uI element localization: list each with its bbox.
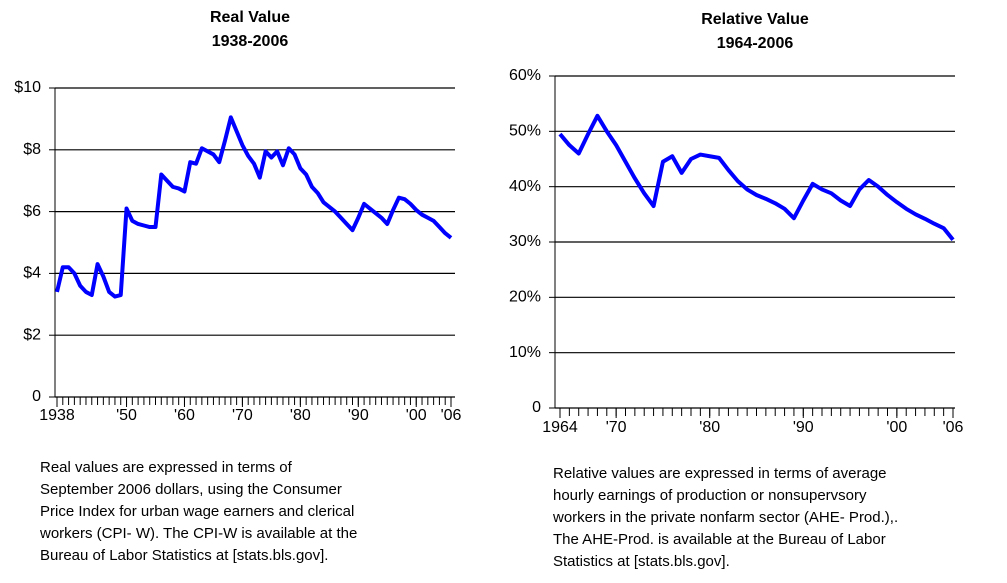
chart-subtitle: 1938-2006 [212, 33, 289, 50]
caption: Price Index for urban wage earners and c… [40, 503, 354, 520]
caption: hourly earnings of production or nonsupe… [553, 487, 867, 504]
x-tick-label: '70 [606, 419, 627, 436]
x-tick-label: '80 [290, 407, 311, 424]
x-tick-label: '50 [116, 407, 137, 424]
y-tick-label: $2 [23, 326, 41, 343]
x-tick-label: '70 [232, 407, 253, 424]
x-tick-label: '60 [174, 407, 195, 424]
x-tick-label: '00 [886, 419, 907, 436]
x-tick-label: '90 [348, 407, 369, 424]
chart-subtitle: 1964-2006 [717, 35, 794, 52]
line-series [558, 113, 955, 242]
x-tick-label: 1964 [542, 419, 578, 436]
x-tick-label: '80 [699, 419, 720, 436]
caption: Relative values are expressed in terms o… [553, 465, 887, 482]
x-tick-label: '06 [441, 407, 462, 424]
caption: Real values are expressed in terms of [40, 459, 293, 476]
y-tick-label: 40% [509, 178, 541, 195]
y-tick-label: 50% [509, 123, 541, 140]
chart-title: Relative Value [701, 11, 809, 28]
caption: Statistics at [stats.bls.gov]. [553, 553, 730, 570]
y-tick-label: 10% [509, 344, 541, 361]
caption: workers (CPI- W). The CPI-W is available… [39, 525, 357, 542]
y-tick-label: $4 [23, 265, 41, 282]
y-tick-label: $8 [23, 141, 41, 158]
caption: Bureau of Labor Statistics at [stats.bls… [40, 547, 328, 564]
x-tick-label: 1938 [39, 407, 75, 424]
x-tick-label: '06 [943, 419, 964, 436]
y-tick-label: $10 [14, 79, 41, 96]
caption: September 2006 dollars, using the Consum… [40, 481, 342, 498]
x-tick-label: '00 [406, 407, 427, 424]
y-tick-label: 20% [509, 289, 541, 306]
y-tick-label: 30% [509, 233, 541, 250]
y-tick-label: $6 [23, 203, 41, 220]
caption: The AHE-Prod. is available at the Bureau… [553, 531, 886, 548]
chart-title: Real Value [210, 9, 290, 26]
y-tick-label: 0 [32, 388, 41, 405]
y-tick-label: 0 [532, 399, 541, 416]
caption: workers in the private nonfarm sector (A… [552, 509, 898, 526]
y-tick-label: 60% [509, 67, 541, 84]
line-series [55, 115, 453, 299]
x-tick-label: '90 [793, 419, 814, 436]
